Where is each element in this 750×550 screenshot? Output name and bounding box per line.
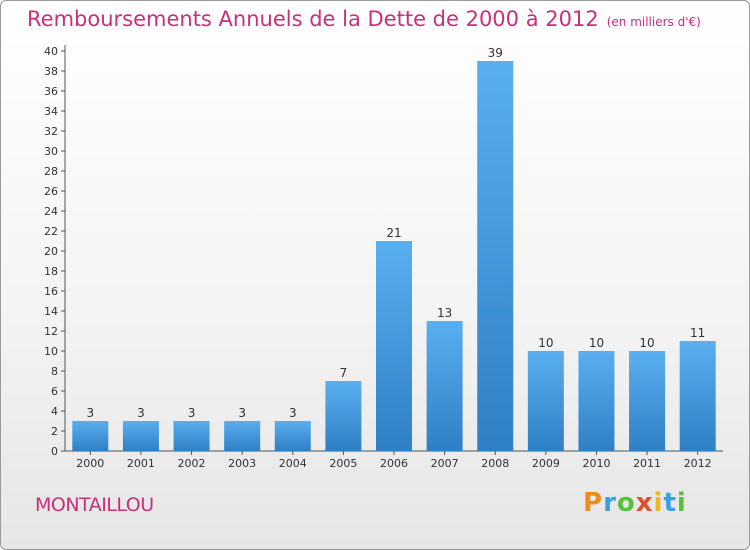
y-tick-label: 34 [44,105,58,118]
bar-2009 [527,351,564,451]
bar-2006 [376,241,412,451]
data-label-2008: 39 [488,46,503,60]
bar-2001 [122,421,159,451]
y-tick-label: 16 [44,285,58,298]
data-label-2000: 3 [86,406,94,420]
x-tick-label-2007: 2007 [431,457,459,470]
x-tick-label-2006: 2006 [380,457,408,470]
data-label-2010: 10 [589,336,604,350]
x-tick-label-2010: 2010 [582,457,610,470]
chart-unit: (en milliers d'€) [606,15,701,29]
data-label-2005: 7 [340,366,348,380]
y-tick-label: 22 [44,225,58,238]
data-label-2006: 21 [386,226,401,240]
data-label-2007: 13 [437,306,452,320]
y-tick-label: 6 [51,385,58,398]
y-tick-label: 0 [51,445,58,458]
data-label-2009: 10 [538,336,553,350]
x-tick-label-2003: 2003 [228,457,256,470]
y-tick-label: 26 [44,185,58,198]
x-tick-label-2005: 2005 [329,457,357,470]
data-label-2001: 3 [137,406,145,420]
bar-2002 [173,421,210,451]
chart-title-text: Remboursements Annuels de la Dette de 20… [27,7,599,31]
y-tick-label: 4 [51,405,58,418]
y-tick-label: 20 [44,245,58,258]
data-label-2004: 3 [289,406,297,420]
x-tick-label-2012: 2012 [684,457,712,470]
data-label-2003: 3 [238,406,246,420]
y-tick-label: 24 [44,205,58,218]
logo-letter: i [676,488,687,518]
x-tick-label-2002: 2002 [178,457,206,470]
logo-letter: P [583,488,604,518]
bar-2003 [224,421,261,451]
x-tick-label-2008: 2008 [481,457,509,470]
y-tick-label: 30 [44,145,58,158]
data-label-2002: 3 [188,406,196,420]
logo-letter: o [616,488,636,518]
y-tick-label: 8 [51,365,58,378]
x-tick-label-2009: 2009 [532,457,560,470]
bar-2000 [72,421,109,451]
x-tick-label-2011: 2011 [633,457,661,470]
bar-2007 [426,321,463,451]
x-tick-label-2001: 2001 [127,457,155,470]
y-tick-label: 36 [44,85,58,98]
y-tick-label: 32 [44,125,58,138]
logo-letter: r [603,488,617,518]
place-name: MONTAILLOU [35,494,154,516]
x-tick-label-2004: 2004 [279,457,307,470]
bar-2010 [578,351,615,451]
y-tick-label: 2 [51,425,58,438]
logo-letter: t [663,488,677,518]
proxiti-logo: Proxiti [583,488,687,518]
bar-2005 [325,381,362,451]
y-tick-label: 38 [44,65,58,78]
y-tick-label: 18 [44,265,58,278]
y-tick-label: 14 [44,305,58,318]
data-label-2012: 11 [690,326,705,340]
logo-letter: x [635,488,654,518]
bar-2011 [629,351,666,451]
bar-2008 [477,61,514,451]
x-tick-label-2000: 2000 [76,457,104,470]
y-tick-label: 28 [44,165,58,178]
y-tick-label: 10 [44,345,58,358]
y-tick-label: 12 [44,325,58,338]
logo-letter: i [653,488,664,518]
bar-2004 [274,421,311,451]
y-tick-label: 40 [44,45,58,58]
bar-2012 [679,341,716,451]
chart-title: Remboursements Annuels de la Dette de 20… [27,7,701,31]
data-label-2011: 10 [639,336,654,350]
